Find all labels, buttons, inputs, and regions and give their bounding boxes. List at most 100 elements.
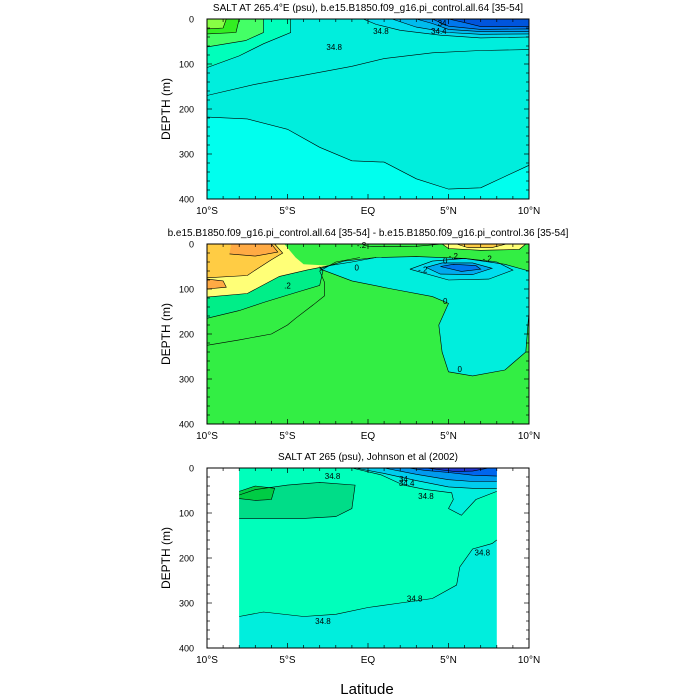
- x-tick-label: 10°N: [518, 206, 540, 217]
- contour-fill-region: [319, 256, 529, 376]
- contour-label: 0: [443, 297, 448, 306]
- contour-line: [384, 467, 497, 482]
- x-tick-label: EQ: [361, 206, 376, 217]
- contour-line: [456, 243, 507, 248]
- x-tick-label: 10°N: [518, 431, 540, 442]
- contour-label: 0: [458, 365, 463, 374]
- contour-label: 34.8: [326, 43, 342, 52]
- contour-line: [206, 257, 377, 298]
- contour-line: [206, 49, 530, 96]
- contour-line: [425, 262, 494, 275]
- y-tick-label: 300: [179, 150, 194, 160]
- x-tick-label: 10°S: [196, 206, 218, 217]
- contour-label: 0: [443, 257, 448, 266]
- contour-label: 34.8: [475, 549, 491, 558]
- contour-fill-region: [207, 279, 227, 289]
- contour-line: [432, 18, 530, 30]
- contour-line: [239, 482, 356, 519]
- contour-line: [355, 467, 497, 489]
- contour-line: [206, 19, 292, 68]
- y-tick-label: 200: [179, 554, 194, 564]
- y-tick-label: 0: [189, 15, 194, 25]
- y-tick-label: 0: [189, 464, 194, 474]
- contour-label: 34.8: [373, 27, 389, 36]
- contour-line: [206, 116, 530, 190]
- contour-label: -.2: [449, 252, 459, 261]
- contour-line: [448, 18, 529, 27]
- x-tick-label: 5°S: [279, 206, 296, 217]
- contour-label: 34.8: [418, 492, 434, 501]
- panel-title: SALT AT 265 (psu), Johnson et al (2002): [278, 452, 458, 463]
- y-axis-label: DEPTH (m): [159, 78, 173, 140]
- contour-line: [206, 18, 227, 30]
- x-tick-label: EQ: [361, 431, 376, 442]
- x-tick-label: 5°S: [279, 655, 296, 666]
- contour-label: 34.8: [325, 472, 341, 481]
- x-tick-label: 5°S: [279, 431, 296, 442]
- contour-fill-region: [239, 486, 275, 501]
- contour-line: [206, 243, 284, 279]
- contour-line: [319, 256, 530, 272]
- contour-line: [409, 258, 514, 281]
- contour-label: 34: [438, 19, 447, 28]
- contour-fill-region: [207, 265, 330, 319]
- contour-fill-region: [207, 19, 227, 29]
- contour-line: [441, 243, 526, 251]
- y-tick-label: 300: [179, 599, 194, 609]
- contour-label: 34.4: [431, 27, 447, 36]
- x-tick-label: 5°N: [440, 206, 457, 217]
- contour-fill-region: [440, 264, 481, 272]
- contour-line: [229, 243, 279, 257]
- x-tick-label: 10°S: [196, 431, 218, 442]
- contour-fill-region: [456, 244, 507, 248]
- contour-line: [363, 18, 530, 39]
- x-tick-label: 5°N: [440, 655, 457, 666]
- contour-label: 34: [399, 475, 408, 484]
- contour-line: [319, 268, 530, 377]
- contour-line: [206, 18, 240, 35]
- contour-fill-region: [207, 19, 529, 190]
- contour-line: [206, 19, 264, 48]
- y-tick-label: 100: [179, 509, 194, 519]
- contour-label: 34.8: [315, 617, 331, 626]
- x-tick-label: 5°N: [440, 431, 457, 442]
- contour-label: 34.8: [407, 595, 423, 604]
- contour-fill-region: [229, 244, 278, 257]
- contour-line: [239, 539, 497, 617]
- x-tick-label: EQ: [361, 655, 376, 666]
- contour-line: [206, 266, 324, 319]
- contour-line: [416, 18, 529, 32]
- y-tick-label: 0: [189, 240, 194, 250]
- y-axis-label: DEPTH (m): [159, 303, 173, 365]
- contour-line: [239, 485, 275, 501]
- contour-line: [440, 263, 482, 272]
- contour-line: [392, 18, 530, 35]
- contour-label: -.2: [357, 241, 367, 250]
- y-tick-label: 400: [179, 420, 194, 430]
- y-tick-label: 400: [179, 195, 194, 205]
- contour-fill-region: [448, 19, 529, 27]
- y-tick-label: 200: [179, 330, 194, 340]
- y-axis-label: DEPTH (m): [159, 527, 173, 589]
- y-tick-label: 200: [179, 105, 194, 115]
- y-tick-label: 100: [179, 285, 194, 295]
- y-tick-label: 100: [179, 60, 194, 70]
- contour-line: [206, 278, 227, 290]
- contour-label: -.2: [418, 266, 428, 275]
- contour-line: [239, 467, 497, 516]
- y-tick-label: 300: [179, 375, 194, 385]
- figure-xlabel: Latitude: [340, 681, 393, 698]
- x-tick-label: 10°S: [196, 655, 218, 666]
- panel-title: SALT AT 265.4°E (psu), b.e15.B1850.f09_g…: [213, 3, 523, 14]
- x-tick-label: 10°N: [518, 655, 540, 666]
- panel-title: b.e15.B1850.f09_g16.pi_control.all.64 [3…: [168, 228, 569, 239]
- contour-line: [206, 257, 360, 346]
- contour-label: 34.4: [399, 479, 415, 488]
- contour-label: 0: [355, 263, 360, 272]
- contour-label: .2: [284, 281, 291, 290]
- contour-label: -.2: [482, 254, 492, 263]
